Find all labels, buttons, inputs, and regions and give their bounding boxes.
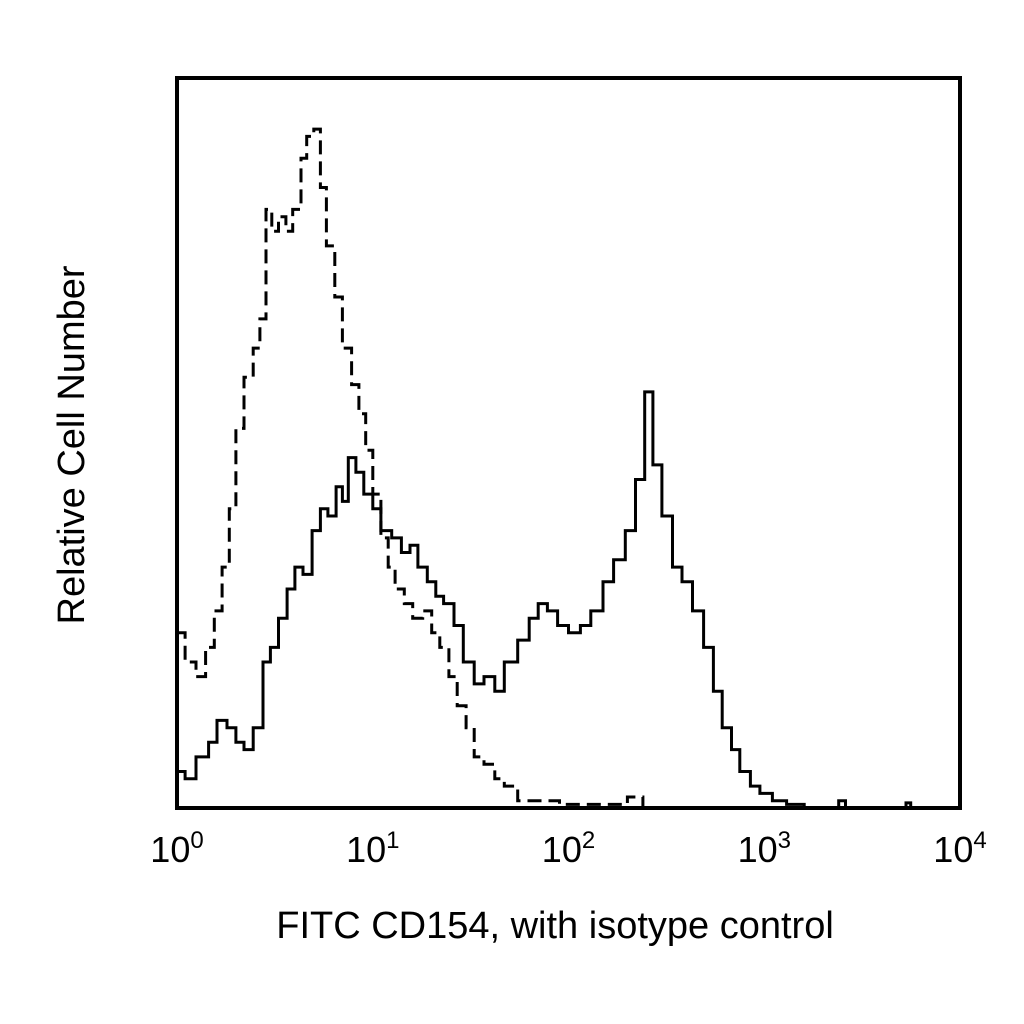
x-tick-exponent: 0 xyxy=(190,827,203,854)
isotype-control-series-line xyxy=(177,127,960,810)
series-layer xyxy=(177,127,960,810)
x-tick-labels: 100 101 102 103 104 xyxy=(150,827,986,870)
x-tick-exponent: 2 xyxy=(582,827,595,854)
plot-frame xyxy=(175,76,962,810)
x-tick-base: 10 xyxy=(150,829,190,870)
x-tick-exponent: 3 xyxy=(778,827,791,854)
x-tick-base: 10 xyxy=(542,829,582,870)
x-tick-label: 103 xyxy=(738,827,791,870)
x-tick-base: 10 xyxy=(933,829,973,870)
x-tick-label: 102 xyxy=(542,827,595,870)
x-tick-base: 10 xyxy=(738,829,778,870)
y-axis-label: Relative Cell Number xyxy=(51,265,93,624)
x-tick-label: 104 xyxy=(933,827,986,870)
x-tick-exponent: 4 xyxy=(973,827,986,854)
cd154-stained-series-line xyxy=(177,390,960,810)
x-tick-base: 10 xyxy=(346,829,386,870)
x-axis-label: FITC CD154, with isotype control xyxy=(276,905,834,947)
x-tick-label: 101 xyxy=(346,827,399,870)
x-tick-exponent: 1 xyxy=(386,827,399,854)
x-tick-label: 100 xyxy=(150,827,203,870)
